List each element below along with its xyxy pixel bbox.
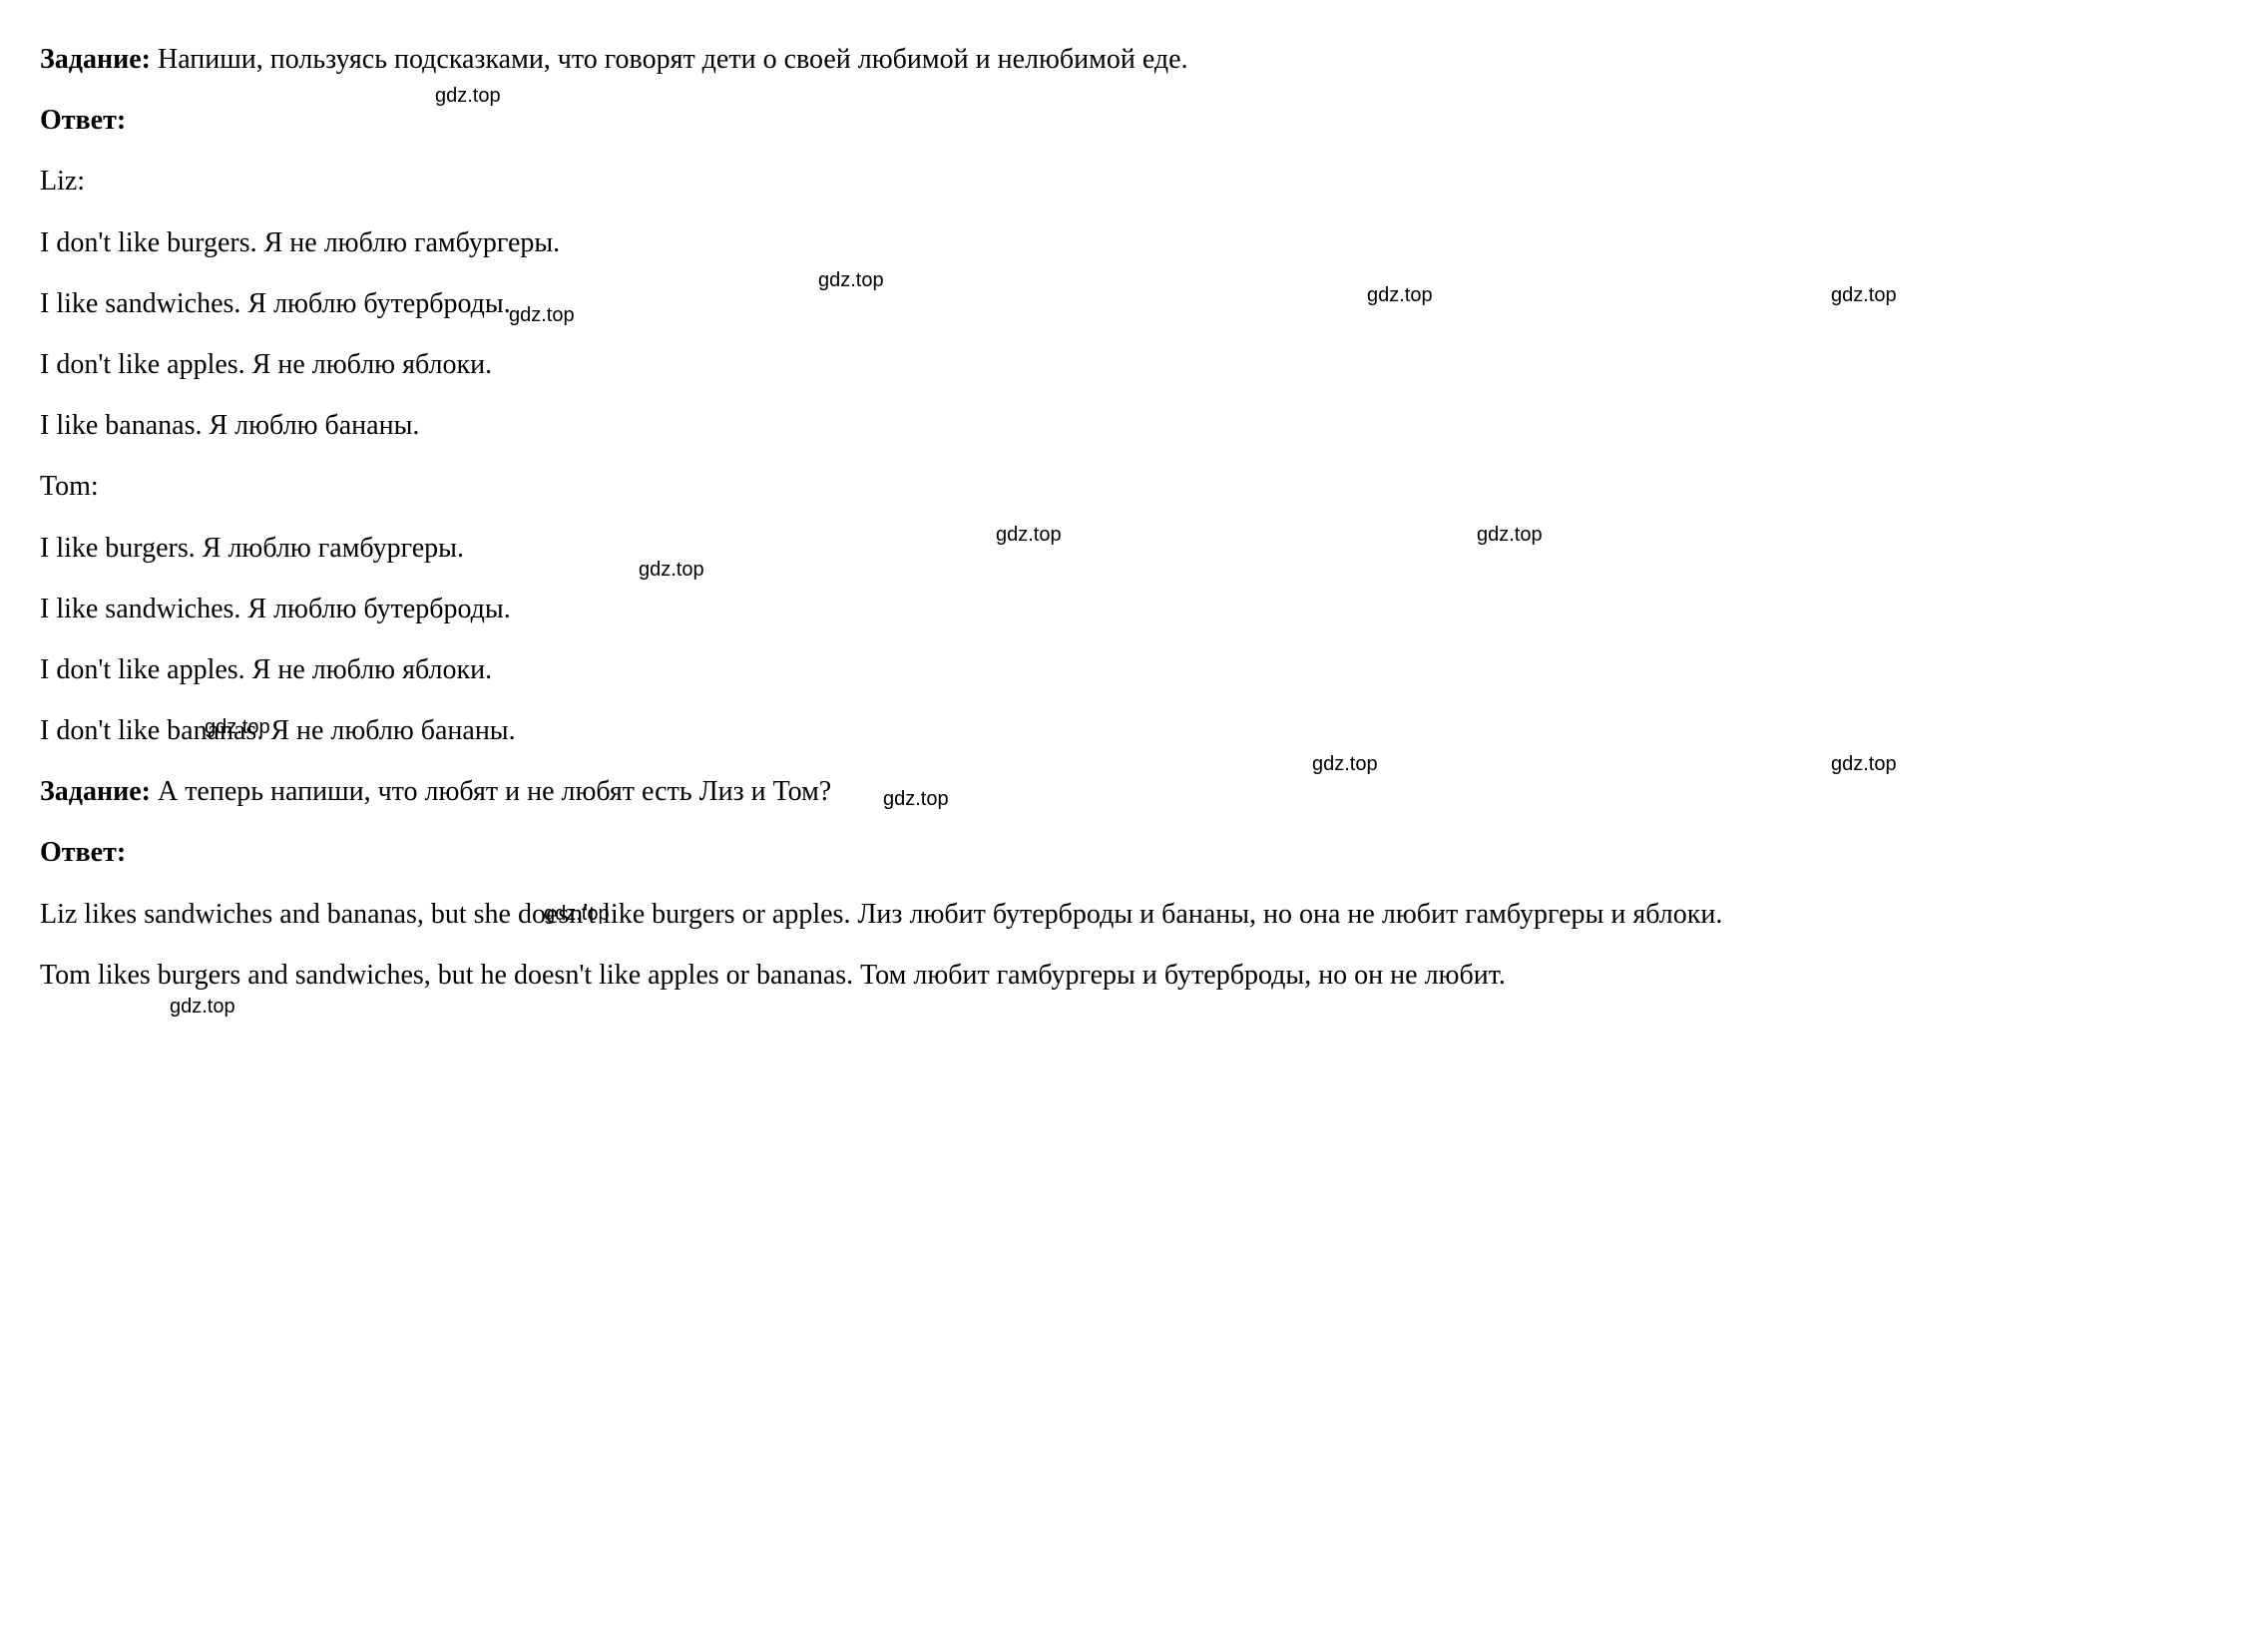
task2-label: Задание: bbox=[40, 776, 151, 807]
liz-line-2: I like sandwiches. Я люблю бутерброды. bbox=[40, 284, 2228, 323]
task1-paragraph: Задание: Напиши, пользуясь подсказками, … bbox=[40, 40, 2228, 79]
task2-text: А теперь напиши, что любят и не любят ес… bbox=[158, 776, 831, 807]
answer1-label-paragraph: Ответ: bbox=[40, 101, 2228, 140]
answer2-label: Ответ: bbox=[40, 837, 126, 868]
answer2-para1: Liz likes sandwiches and bananas, but sh… bbox=[40, 895, 2228, 934]
liz-name: Liz: bbox=[40, 162, 2228, 201]
task1-text: Напиши, пользуясь подсказками, что говор… bbox=[158, 44, 1188, 75]
answer1-label: Ответ: bbox=[40, 105, 126, 136]
liz-line-4: I like bananas. Я люблю бананы. bbox=[40, 406, 2228, 445]
tom-line-4: I don't like bananas. Я не люблю бананы. bbox=[40, 711, 2228, 750]
tom-line-3: I don't like apples. Я не люблю яблоки. bbox=[40, 650, 2228, 689]
tom-line-2: I like sandwiches. Я люблю бутерброды. bbox=[40, 590, 2228, 628]
document-container: Задание: Напиши, пользуясь подсказками, … bbox=[40, 40, 2228, 995]
answer2-label-paragraph: Ответ: bbox=[40, 833, 2228, 872]
task2-paragraph: Задание: А теперь напиши, что любят и не… bbox=[40, 772, 2228, 811]
watermark-text: gdz.top bbox=[170, 993, 235, 1021]
task1-label: Задание: bbox=[40, 44, 151, 75]
liz-line-3: I don't like apples. Я не люблю яблоки. bbox=[40, 345, 2228, 384]
answer2-para2: Tom likes burgers and sandwiches, but he… bbox=[40, 956, 2228, 995]
tom-name: Tom: bbox=[40, 467, 2228, 506]
tom-line-1: I like burgers. Я люблю гамбургеры. bbox=[40, 529, 2228, 568]
liz-line-1: I don't like burgers. Я не люблю гамбург… bbox=[40, 223, 2228, 262]
